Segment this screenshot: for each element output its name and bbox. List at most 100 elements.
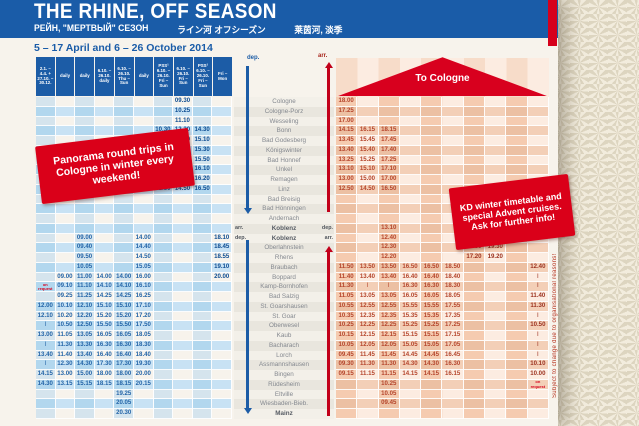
southbound-time-cell: 18.10 <box>212 233 232 244</box>
northbound-time-cell: 18.30 <box>442 282 464 292</box>
southbound-time-cell: 11.10 <box>75 282 95 292</box>
southbound-time-cell <box>94 262 115 273</box>
northbound-time-cell <box>506 136 528 146</box>
northbound-time-cell <box>357 399 379 409</box>
station-name: Bad Godesberg <box>261 137 307 144</box>
northbound-time-cell: 10.05 <box>336 340 358 351</box>
southbound-time-cell: 20.00 <box>134 370 154 380</box>
northbound-arrow-line-lower <box>327 252 330 416</box>
northbound-time-cell <box>485 97 507 107</box>
station-row: Rüdesheim <box>234 379 334 390</box>
southbound-time-cell: 14.10 <box>114 282 134 292</box>
northbound-time-cell <box>527 106 549 117</box>
northbound-time-cell <box>421 223 443 234</box>
northbound-time-cell: 13.05 <box>378 292 400 302</box>
station-name: Kamp-Bornhofen <box>260 283 308 291</box>
southbound-time-cell: 15.10 <box>192 136 213 146</box>
northbound-time-cell: 16.15 <box>357 126 379 136</box>
northbound-time-cell <box>357 243 379 253</box>
northbound-time-cell: 13.10 <box>378 223 400 234</box>
southbound-time-cell <box>192 389 213 400</box>
southbound-row: 09.00 14.00 18.10 <box>36 233 232 244</box>
southbound-time-cell <box>55 399 76 409</box>
northbound-time-cell <box>442 253 464 263</box>
station-column: Cologne Cologne-Porz Wesseling Bonn Bad Gode… <box>234 97 334 419</box>
southbound-time-cell <box>36 223 56 234</box>
northbound-time-cell <box>336 214 358 224</box>
southbound-time-cell <box>212 350 232 361</box>
southbound-time-cell <box>192 97 213 107</box>
northbound-row: 09.15 11.15 11.15 14.15 14.15 16.15 10.00 <box>336 370 549 380</box>
southbound-time-cell: 12.10 <box>36 311 56 322</box>
northbound-time-cell: I <box>378 282 400 292</box>
northbound-time-cell: 15.25 <box>399 321 422 331</box>
northbound-time-cell: 15.10 <box>357 165 379 175</box>
station-row: Boppard <box>234 273 334 283</box>
northbound-time-cell <box>485 145 507 156</box>
southbound-time-cell: 09.50 <box>75 253 95 263</box>
southbound-time-cell <box>212 331 232 341</box>
northbound-time-cell: 12.35 <box>378 311 400 322</box>
southbound-time-cell: 15.50 <box>192 155 213 166</box>
station-name: Rüdesheim <box>268 380 300 388</box>
station-name: Mainz <box>275 410 293 417</box>
northbound-time-cell <box>463 379 486 390</box>
southbound-row: 09.00 11.00 14.00 14.00 16.00 20.00 <box>36 272 232 283</box>
northbound-time-cell: 14.15 <box>421 370 443 380</box>
northbound-arrowhead-upper <box>325 62 333 68</box>
southbound-time-cell <box>134 204 154 214</box>
station-name: Cologne <box>272 98 296 105</box>
southbound-time-cell <box>153 253 174 263</box>
header-band: THE RHINE, OFF SEASON РЕЙН, "МЕРТВЫЙ" СЕ… <box>0 0 558 38</box>
southbound-time-cell <box>134 409 154 419</box>
arrival-label-top: arr. <box>318 53 328 59</box>
station-row: Wesseling <box>234 117 334 127</box>
northbound-time-cell <box>463 136 486 146</box>
southbound-time-cell: 18.15 <box>114 379 134 390</box>
northbound-time-cell: 17.25 <box>378 155 400 166</box>
southbound-row <box>36 204 232 214</box>
southbound-time-cell <box>173 409 193 419</box>
northbound-time-cell <box>421 233 443 244</box>
station-row: Andernach <box>234 214 334 224</box>
southbound-time-cell <box>173 243 193 253</box>
northbound-time-cell <box>399 214 422 224</box>
northbound-time-cell <box>485 379 507 390</box>
northbound-row: 13.45 15.45 17.45 <box>336 136 549 146</box>
northbound-time-cell <box>506 311 528 322</box>
southbound-row: 09.25 11.25 14.25 14.25 16.25 <box>36 292 232 302</box>
northbound-time-cell <box>506 116 528 127</box>
station-row: Bad Honnef <box>234 156 334 166</box>
southbound-time-cell <box>212 155 232 166</box>
northbound-time-cell <box>442 165 464 175</box>
southbound-time-cell <box>153 292 174 302</box>
southbound-time-cell <box>36 389 56 400</box>
koblenz-left-label: arr. <box>235 224 244 231</box>
southbound-time-cell <box>192 379 213 390</box>
northbound-time-cell <box>421 165 443 175</box>
southbound-time-cell <box>173 204 193 214</box>
northbound-time-cell <box>463 340 486 351</box>
northbound-time-cell <box>442 379 464 390</box>
northbound-time-cell <box>421 243 443 253</box>
southbound-time-cell: 18.45 <box>212 243 232 253</box>
northbound-time-cell <box>485 126 507 136</box>
northbound-time-cell <box>421 145 443 156</box>
northbound-time-cell: 14.50 <box>357 184 379 195</box>
southbound-time-cell: 11.40 <box>55 350 76 361</box>
southbound-time-cell: 13.30 <box>75 340 95 351</box>
northbound-row: 10.25 on request <box>336 379 549 390</box>
northbound-time-cell <box>506 301 528 312</box>
southbound-time-cell: 17.50 <box>134 321 154 331</box>
station-row: Bad Salzig <box>234 292 334 302</box>
northbound-time-cell <box>463 116 486 127</box>
page-edge-red-sliver <box>548 0 557 46</box>
southbound-time-cell <box>114 106 134 117</box>
northbound-arrow-line-upper <box>327 68 330 212</box>
southbound-time-cell <box>94 126 115 136</box>
southbound-time-cell <box>192 321 213 331</box>
northbound-time-cell: 14.45 <box>421 350 443 361</box>
southbound-time-cell: 09.25 <box>55 292 76 302</box>
southbound-time-cell <box>55 223 76 234</box>
southbound-time-cell: 09.40 <box>75 243 95 253</box>
